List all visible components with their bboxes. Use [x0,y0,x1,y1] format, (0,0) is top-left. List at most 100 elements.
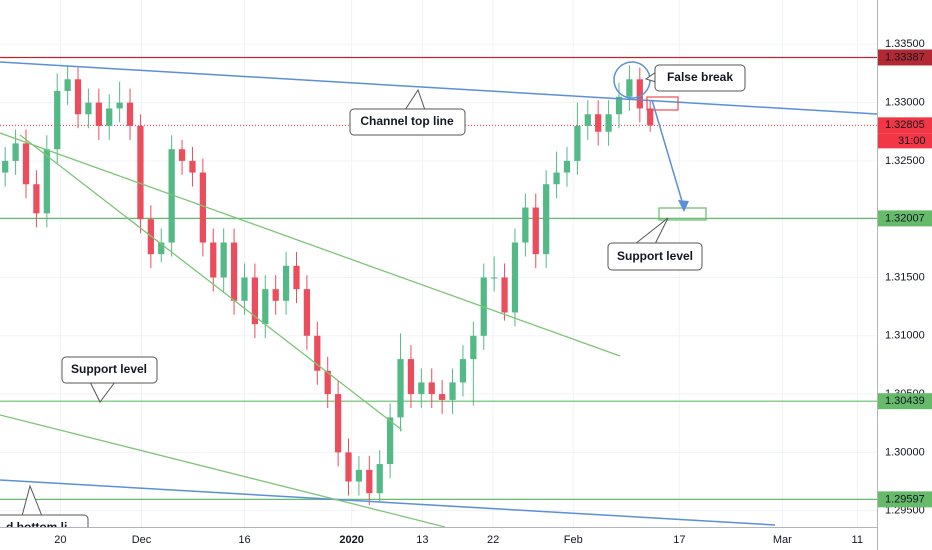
candle-body [262,289,269,325]
candle-body [470,335,477,360]
trend-line [0,414,446,528]
callout-box [607,242,703,271]
channel-top-line [0,61,878,115]
callout-box [654,64,746,92]
candle-body [626,79,633,97]
candle-body [491,277,498,279]
candle-body [220,242,227,278]
candle-body [324,370,331,395]
arrow-head [678,200,689,212]
candles [2,65,654,505]
price-axis [877,0,932,550]
candle-body [387,417,394,465]
candle-body [54,90,61,150]
callout-text: Support level [71,362,147,376]
candle-body [43,149,50,214]
time-axis [0,527,877,550]
callout: Channel top line [349,88,466,136]
price-label: 1.33387 [885,51,925,63]
callout: Support level [607,217,703,271]
candle-body [501,277,508,313]
candle-body [407,359,415,395]
callout-text: Support level [617,249,693,263]
x-tick-label: 2020 [339,534,363,546]
callout-pointer [21,484,43,517]
countdown: 31:00 [898,135,926,147]
channel-bottom-line [0,479,776,526]
x-tick-label: 20 [54,534,66,546]
callout-pointer [89,381,116,403]
trend-line [19,134,403,431]
candle-body [199,172,206,243]
candle-body [106,108,113,126]
candle-body [314,335,321,371]
callout: Support level [61,356,158,403]
candle-body [137,125,144,220]
candle-body [303,289,311,336]
candle-body [2,160,9,173]
countdown-box [878,133,932,149]
candle-body [449,382,456,400]
candle-body [532,207,539,255]
y-tick-label: 1.31000 [885,330,925,342]
callout: False break [644,64,746,92]
callout-box [349,108,466,136]
candle-body [459,359,467,383]
candle-body [241,277,248,301]
candle-body [355,469,363,482]
grid [0,0,877,527]
x-tick-label: 16 [238,534,250,546]
candle-body [251,277,259,325]
candle-body [563,160,571,173]
candle-body [615,96,623,115]
candle-body [158,242,165,255]
candle-body [595,114,602,132]
candle-body [85,102,92,115]
candle-body [64,79,71,91]
candle-body [584,114,591,126]
candle-body [22,143,30,185]
callout-pointer [644,71,657,83]
x-tick-label: 13 [416,534,428,546]
x-tick-label: 22 [487,534,499,546]
candle-body [334,394,342,453]
candle-body [210,242,217,278]
candle-body [511,242,519,313]
price-label-box [878,210,932,227]
candle-body [272,289,279,301]
price-label-box [878,117,932,134]
x-tick-label: Feb [564,534,583,546]
candle-body [397,359,404,418]
price-label-box [878,393,932,410]
candle-body [116,102,123,109]
callout-pointer [634,217,669,245]
price-label-box [878,491,932,508]
candle-body [345,452,352,482]
candle-body [553,172,560,185]
price-label: 1.30439 [885,395,925,407]
y-tick-label: 1.31500 [885,271,925,283]
candle-body [647,108,654,126]
callout-pointer [404,88,426,111]
break-box [646,96,679,111]
trend-line [0,132,621,357]
price-label: 1.32805 [885,119,925,131]
candle-body [605,114,612,132]
candle-body [522,207,529,243]
candle-body [428,382,435,395]
y-tick-label: 1.29500 [885,505,925,517]
candle-body [282,265,290,301]
candle-body [439,394,446,400]
x-tick-label: Mar [773,534,792,546]
candle-body [33,184,40,214]
candle-body [168,149,175,243]
candle-body [178,149,186,161]
axes: 1.295001.300001.305001.310001.315001.320… [54,38,932,546]
price-label-box [878,49,932,66]
arrow-line [651,99,685,209]
y-tick-label: 1.33500 [885,38,925,50]
candle-body [543,184,550,255]
price-label: 1.29597 [885,493,925,505]
y-tick-label: 1.30000 [885,446,925,458]
